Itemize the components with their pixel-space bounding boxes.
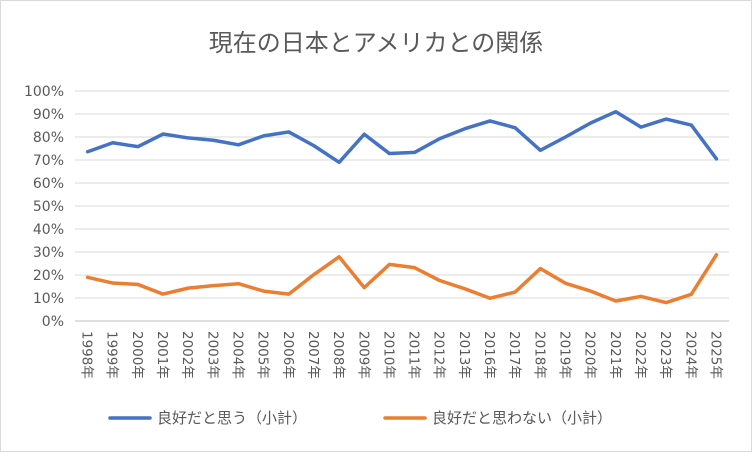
x-tick-label: 2024年 [682,331,698,379]
x-tick-label: 2001年 [154,331,170,379]
legend-label-1: 良好だと思わない（小計） [432,409,612,427]
x-tick-label: 2020年 [582,331,598,379]
x-tick-label: 1998年 [79,331,95,379]
x-tick-label: 2023年 [657,331,673,379]
x-tick-label: 2006年 [280,331,296,379]
legend-label-0: 良好だと思う（小計） [157,409,307,427]
x-tick-label: 2016年 [481,331,497,379]
x-tick-label: 2003年 [204,331,220,379]
y-tick-label: 70% [33,153,64,169]
x-tick-label: 2009年 [355,331,371,379]
x-tick-label: 2025年 [707,331,723,379]
series-line-0 [85,109,719,165]
y-tick-label: 60% [33,176,64,192]
x-tick-label: 2019年 [557,331,573,379]
chart-title: 現在の日本とアメリカとの関係 [209,29,544,57]
x-axis-ticks: 1998年 1999年 2000年 2001年 2002年 2003年 2004年 2005年… [79,331,724,379]
x-tick-label: 2017年 [506,331,522,379]
x-tick-label: 2022年 [632,331,648,379]
y-tick-label: 0% [42,314,64,330]
x-tick-label: 2021年 [607,331,623,379]
x-tick-label: 2008年 [330,331,346,379]
x-tick-label: 2005年 [255,331,271,379]
y-tick-label: 10% [33,291,64,307]
y-tick-label: 90% [33,107,64,123]
x-tick-label: 2013年 [456,331,472,379]
series-line-1 [85,253,719,305]
x-tick-label: 1999年 [104,331,120,379]
x-tick-label: 2000年 [129,331,145,379]
y-axis-ticks: 0% 10% 20% 30% 40% 50% 60% 70% 80% 90% 100% [24,84,64,330]
y-tick-label: 20% [33,268,64,284]
x-tick-label: 2012年 [431,331,447,379]
x-tick-label: 2004年 [230,331,246,379]
y-tick-label: 50% [33,199,64,215]
legend: 良好だと思う（小計） 良好だと思わない（小計） [108,409,612,427]
y-tick-label: 100% [24,84,64,100]
y-tick-label: 30% [33,245,64,261]
x-tick-label: 2010年 [380,331,396,379]
x-tick-label: 2007年 [305,331,321,379]
y-tick-label: 80% [33,130,64,146]
x-tick-label: 2011年 [406,331,422,379]
gridlines [75,90,729,322]
y-tick-label: 40% [33,222,64,238]
x-tick-label: 2002年 [179,331,195,379]
x-tick-label: 2018年 [531,331,547,379]
series-lines [85,109,719,305]
